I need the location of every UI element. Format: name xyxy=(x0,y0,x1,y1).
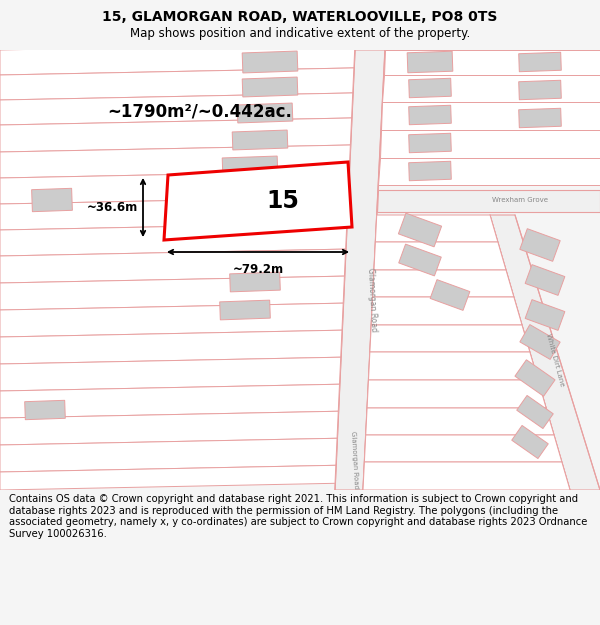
Polygon shape xyxy=(0,197,348,230)
Text: Contains OS data © Crown copyright and database right 2021. This information is : Contains OS data © Crown copyright and d… xyxy=(9,494,587,539)
Polygon shape xyxy=(490,215,600,490)
Polygon shape xyxy=(520,229,560,261)
Polygon shape xyxy=(222,156,278,176)
Polygon shape xyxy=(398,213,442,247)
Polygon shape xyxy=(518,80,562,100)
Polygon shape xyxy=(515,360,555,396)
Polygon shape xyxy=(430,279,470,311)
Text: 15: 15 xyxy=(266,189,299,213)
Polygon shape xyxy=(0,171,349,204)
Polygon shape xyxy=(0,357,341,391)
Polygon shape xyxy=(0,93,353,125)
Polygon shape xyxy=(374,242,506,270)
Polygon shape xyxy=(378,158,600,185)
Polygon shape xyxy=(382,75,600,102)
Polygon shape xyxy=(407,51,453,72)
Polygon shape xyxy=(384,50,600,75)
Polygon shape xyxy=(518,108,562,127)
Polygon shape xyxy=(335,50,385,490)
Polygon shape xyxy=(32,188,73,212)
Polygon shape xyxy=(0,330,342,364)
Polygon shape xyxy=(520,324,560,359)
Polygon shape xyxy=(0,303,343,337)
Polygon shape xyxy=(0,411,338,445)
Text: Map shows position and indicative extent of the property.: Map shows position and indicative extent… xyxy=(130,27,470,40)
Polygon shape xyxy=(220,300,270,320)
Polygon shape xyxy=(0,43,355,75)
Polygon shape xyxy=(370,325,530,352)
Polygon shape xyxy=(373,270,514,297)
Polygon shape xyxy=(376,215,498,242)
Polygon shape xyxy=(512,426,548,459)
Polygon shape xyxy=(230,272,280,292)
Polygon shape xyxy=(517,396,553,429)
Polygon shape xyxy=(232,130,288,150)
Polygon shape xyxy=(0,384,340,418)
Polygon shape xyxy=(399,244,441,276)
Polygon shape xyxy=(371,297,522,325)
Polygon shape xyxy=(363,462,570,490)
Text: ~1790m²/~0.442ac.: ~1790m²/~0.442ac. xyxy=(107,103,292,121)
Text: Wrexham Grove: Wrexham Grove xyxy=(492,197,548,203)
Polygon shape xyxy=(381,102,600,130)
Polygon shape xyxy=(377,190,600,212)
Polygon shape xyxy=(368,352,538,380)
Polygon shape xyxy=(0,68,354,100)
Polygon shape xyxy=(0,118,352,152)
Polygon shape xyxy=(525,264,565,296)
Polygon shape xyxy=(242,77,298,97)
Polygon shape xyxy=(0,276,344,310)
Polygon shape xyxy=(25,400,65,420)
Polygon shape xyxy=(0,223,347,256)
Text: Glamorgan Road: Glamorgan Road xyxy=(350,431,359,489)
Polygon shape xyxy=(364,435,562,462)
Polygon shape xyxy=(409,133,451,152)
Text: Glamorgan Road: Glamorgan Road xyxy=(366,268,378,332)
Polygon shape xyxy=(518,52,562,72)
Text: ~36.6m: ~36.6m xyxy=(87,201,138,214)
Polygon shape xyxy=(366,408,554,435)
Polygon shape xyxy=(380,130,600,158)
Polygon shape xyxy=(0,465,336,490)
Polygon shape xyxy=(0,438,337,472)
Polygon shape xyxy=(237,103,293,123)
Polygon shape xyxy=(164,162,352,240)
Polygon shape xyxy=(409,78,451,98)
Text: White Dirt Lane: White Dirt Lane xyxy=(545,333,565,387)
Polygon shape xyxy=(0,249,346,283)
Polygon shape xyxy=(0,145,350,178)
Polygon shape xyxy=(409,105,451,125)
Polygon shape xyxy=(525,299,565,331)
Text: 15, GLAMORGAN ROAD, WATERLOOVILLE, PO8 0TS: 15, GLAMORGAN ROAD, WATERLOOVILLE, PO8 0… xyxy=(103,10,497,24)
Polygon shape xyxy=(242,51,298,73)
Polygon shape xyxy=(409,161,451,181)
Text: ~79.2m: ~79.2m xyxy=(232,263,284,276)
Polygon shape xyxy=(367,380,546,408)
